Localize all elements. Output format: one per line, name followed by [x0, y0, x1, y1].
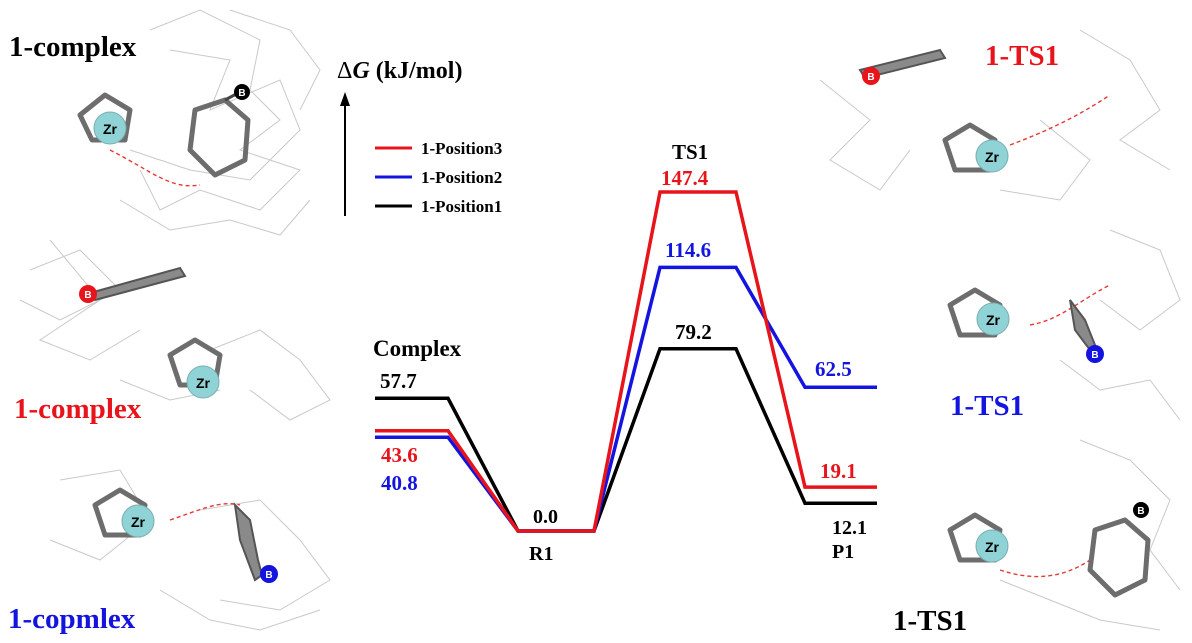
zr-atom — [186, 365, 220, 399]
value-label-p3-ts1: 147.4 — [661, 166, 709, 190]
caption-bottom-left: 1-copmlex — [8, 603, 136, 635]
boron-atom — [260, 565, 278, 583]
zr-atom — [976, 302, 1010, 336]
legend-label-position3: 1-Position3 — [421, 139, 502, 158]
value-label-p2-p1: 62.5 — [815, 357, 852, 381]
y-axis-label-var: G — [352, 58, 370, 84]
y-axis-label: ΔG (kJ/mol) — [337, 58, 462, 84]
boron-atom-label: B — [1091, 350, 1098, 361]
boron-atom — [234, 84, 250, 100]
value-label-p2-complex: 40.8 — [381, 471, 418, 495]
structure-bottom-left: Zr B — [49, 469, 331, 631]
energy-profile-1-position1 — [375, 347, 877, 533]
state-label-r1: R1 — [529, 543, 553, 565]
y-axis-arrow-head — [340, 92, 350, 106]
value-label-p1-ts1: 79.2 — [675, 320, 712, 344]
y-axis-label-delta: Δ — [337, 58, 352, 84]
y-axis: ΔG (kJ/mol) — [337, 58, 462, 216]
caption-top-right: 1-TS1 — [985, 40, 1059, 72]
structure-top-right: Zr B — [819, 29, 1171, 201]
zr-atom-label: Zr — [985, 149, 1000, 165]
boron-atom — [1133, 502, 1149, 518]
zr-atom — [975, 529, 1009, 563]
legend-label-position2: 1-Position2 — [421, 168, 502, 187]
zr-atom-label: Zr — [986, 312, 1001, 328]
boron-atom-label: B — [238, 88, 245, 99]
value-label-p1-p1: 12.1 — [832, 517, 867, 539]
legend-label-position1: 1-Position1 — [421, 197, 502, 216]
state-label-p1: P1 — [832, 541, 854, 563]
caption-bottom-right: 1-TS1 — [893, 605, 967, 637]
zr-atom-label: Zr — [103, 121, 118, 137]
value-label-p2-ts1: 114.6 — [665, 238, 711, 262]
value-label-p3-p1: 19.1 — [820, 459, 857, 483]
value-label-r1: 0.0 — [533, 506, 558, 528]
structure-top-left: Zr B — [77, 9, 321, 236]
caption-mid-right: 1-TS1 — [950, 390, 1024, 422]
structure-mid-right: Zr B — [947, 229, 1181, 421]
boron-atom — [79, 285, 97, 303]
y-axis-label-unit: (kJ/mol) — [370, 58, 463, 84]
zr-atom — [975, 139, 1009, 173]
zr-atom — [93, 111, 127, 145]
energy-profile-1-position3 — [375, 190, 877, 533]
state-label-complex: Complex — [373, 336, 462, 361]
boron-atom-label: B — [1137, 506, 1144, 517]
legend: 1-Position3 1-Position2 1-Position1 — [375, 139, 502, 216]
boron-atom-label: B — [84, 290, 91, 301]
boron-atom-label: B — [867, 72, 874, 83]
caption-mid-left: 1-complex — [14, 393, 142, 425]
zr-atom-label: Zr — [196, 375, 211, 391]
value-label-p1-complex: 57.7 — [380, 369, 417, 393]
state-label-ts1: TS1 — [672, 140, 708, 164]
structure-bottom-right: Zr B — [947, 439, 1181, 631]
value-label-p3-complex: 43.6 — [381, 443, 418, 467]
energy-profile-1-position2 — [375, 265, 877, 533]
structure-mid-left: Zr B — [19, 239, 331, 421]
boron-atom — [862, 67, 880, 85]
zr-atom-label: Zr — [131, 514, 146, 530]
zr-atom-label: Zr — [985, 539, 1000, 555]
caption-top-left: 1-complex — [9, 31, 137, 63]
zr-atom — [121, 504, 155, 538]
energy-profiles — [375, 190, 877, 533]
boron-atom-label: B — [265, 570, 272, 581]
boron-atom — [1086, 345, 1104, 363]
